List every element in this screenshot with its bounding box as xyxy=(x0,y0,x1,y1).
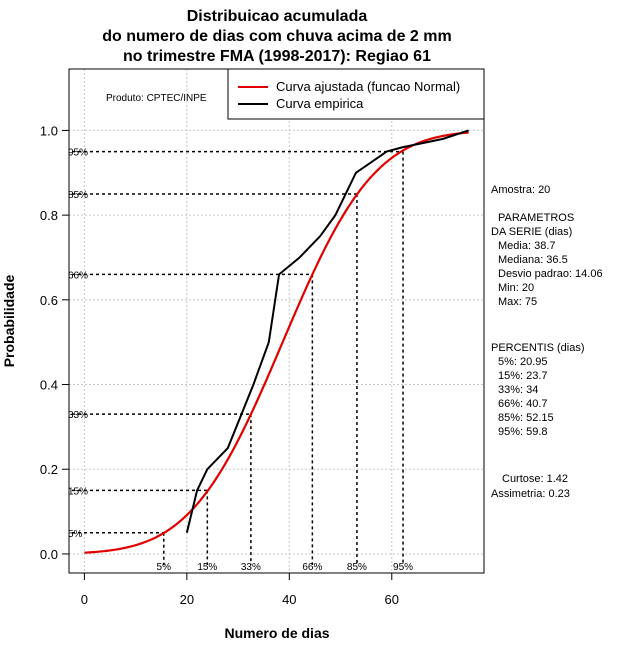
y-tick-label: 0.0 xyxy=(40,547,58,562)
param-stddev: Desvio padrao: 14.06 xyxy=(498,268,603,280)
percentile-33: 33%: 34 xyxy=(498,384,538,396)
x-tick-label: 40 xyxy=(282,592,296,607)
y-tick-label: 0.8 xyxy=(40,208,58,223)
param-mean: Media: 38.7 xyxy=(498,240,555,252)
x-tick-label: 20 xyxy=(180,592,194,607)
param-min: Min: 20 xyxy=(498,282,534,294)
chart-title-line-2: do numero de dias com chuva acima de 2 m… xyxy=(102,28,451,45)
stats-panel: Amostra: 20 PARAMETROS DA SERIE (dias) M… xyxy=(491,184,603,500)
fitted-normal-curve xyxy=(84,131,469,554)
legend: Curva ajustada (funcao Normal) Curva emp… xyxy=(227,68,485,120)
y-tick-label: 0.2 xyxy=(40,462,58,477)
y-axis-label: Probabilidade xyxy=(1,275,17,368)
kurtosis: Curtose: 1.42 xyxy=(502,473,568,485)
percentile-15: 15%: 23.7 xyxy=(498,370,548,382)
skewness: Assimetria: 0.23 xyxy=(491,488,570,500)
x-axis-label: Numero de dias xyxy=(224,625,329,641)
percentile-66: 66%: 40.7 xyxy=(498,398,548,410)
guide-label-left: 85% xyxy=(68,190,88,201)
x-tick-label: 60 xyxy=(385,592,399,607)
guide-label-bottom: 5% xyxy=(157,562,172,573)
guide-label-left: 95% xyxy=(68,148,88,159)
axis-ticks: 0 20 40 60 0.0 0.2 0.4 0.6 0.8 1.0 xyxy=(40,123,399,607)
percentiles-title: PERCENTIS (dias) xyxy=(491,342,585,354)
guide-label-bottom: 15% xyxy=(197,562,217,573)
percentile-guides: 5% 5% 15% 15% 33% 33% 66% 66% 85% 85% 95% 95% xyxy=(68,148,413,573)
chart-title-line-3: no trimestre FMA (1998-2017): Regiao 61 xyxy=(123,48,431,65)
param-median: Mediana: 36.5 xyxy=(498,254,568,266)
product-label: Produto: CPTEC/INPE xyxy=(106,93,207,104)
curves xyxy=(84,129,469,554)
percentile-95: 95%: 59.8 xyxy=(498,426,548,438)
y-tick-label: 1.0 xyxy=(40,123,58,138)
guide-label-bottom: 95% xyxy=(393,562,413,573)
guide-label-left: 66% xyxy=(68,270,88,281)
legend-label-empirical: Curva empirica xyxy=(276,96,364,111)
y-tick-label: 0.4 xyxy=(40,378,58,393)
guide-label-left: 15% xyxy=(68,486,88,497)
guide-label-left: 33% xyxy=(68,410,88,421)
plot-frame xyxy=(68,68,485,574)
legend-box xyxy=(227,68,485,120)
chart-title-line-1: Distribuicao acumulada xyxy=(187,8,368,25)
guide-label-bottom: 33% xyxy=(241,562,261,573)
guide-label-bottom: 85% xyxy=(347,562,367,573)
legend-label-fitted: Curva ajustada (funcao Normal) xyxy=(276,79,460,94)
params-title-1: PARAMETROS xyxy=(498,212,574,224)
param-max: Max: 75 xyxy=(498,296,537,308)
percentile-5: 5%: 20.95 xyxy=(498,356,548,368)
guide-label-left: 5% xyxy=(68,529,83,540)
guide-label-bottom: 66% xyxy=(302,562,322,573)
x-tick-label: 0 xyxy=(81,592,88,607)
sample-size: Amostra: 20 xyxy=(491,184,550,196)
y-tick-label: 0.6 xyxy=(40,293,58,308)
grid-lines xyxy=(69,69,484,573)
percentile-85: 85%: 52.15 xyxy=(498,412,554,424)
empirical-curve xyxy=(185,129,469,533)
params-title-2: DA SERIE (dias) xyxy=(491,226,572,238)
